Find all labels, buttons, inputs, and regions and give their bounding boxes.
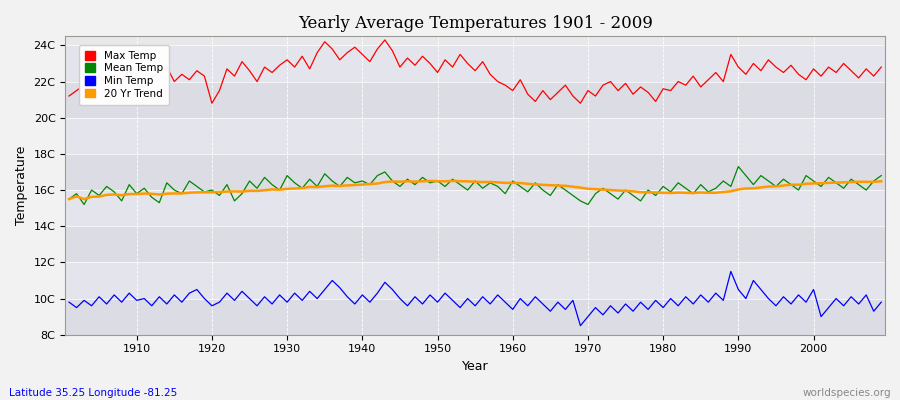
Bar <box>66 298 885 335</box>
Y-axis label: Temperature: Temperature <box>15 146 28 225</box>
Bar <box>66 190 885 226</box>
Bar <box>66 154 885 190</box>
Bar <box>66 118 885 154</box>
Text: worldspecies.org: worldspecies.org <box>803 388 891 398</box>
Bar <box>66 262 885 298</box>
Text: Latitude 35.25 Longitude -81.25: Latitude 35.25 Longitude -81.25 <box>9 388 177 398</box>
Bar <box>66 82 885 118</box>
Legend: Max Temp, Mean Temp, Min Temp, 20 Yr Trend: Max Temp, Mean Temp, Min Temp, 20 Yr Tre… <box>78 44 169 105</box>
Title: Yearly Average Temperatures 1901 - 2009: Yearly Average Temperatures 1901 - 2009 <box>298 15 652 32</box>
Bar <box>66 226 885 262</box>
Bar <box>66 45 885 82</box>
X-axis label: Year: Year <box>462 360 489 373</box>
